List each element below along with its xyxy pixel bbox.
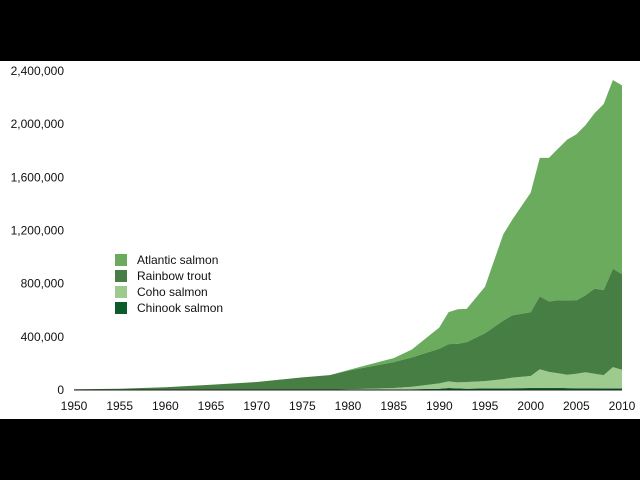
- x-tick-label: 1985: [380, 399, 407, 413]
- y-tick-label: 400,000: [21, 330, 65, 344]
- x-tick-label: 2005: [563, 399, 590, 413]
- area-series-group: [74, 80, 622, 390]
- x-tick-label: 2010: [609, 399, 636, 413]
- x-tick-label: 1990: [426, 399, 453, 413]
- area-series-atlantic-salmon: [74, 80, 622, 390]
- y-tick-labels: 0 400,000 800,000 1,200,000 1,600,000 2,000,0…: [11, 64, 65, 397]
- x-tick-label: 1950: [61, 399, 88, 413]
- legend-swatch-chinook-salmon: [115, 302, 127, 314]
- legend-label-chinook-salmon: Chinook salmon: [137, 301, 223, 315]
- y-tick-label: 2,400,000: [11, 64, 65, 78]
- x-tick-labels: 1950 1955 1960 1965 1970 1975 1980 1985 1990 1995…: [61, 399, 636, 413]
- x-tick-label: 1965: [198, 399, 225, 413]
- y-tick-label: 1,200,000: [11, 224, 65, 238]
- y-tick-label: 2,000,000: [11, 117, 65, 131]
- area-series-coho-salmon: [74, 367, 622, 390]
- legend-label-coho-salmon: Coho salmon: [137, 285, 208, 299]
- x-tick-label: 1980: [335, 399, 362, 413]
- y-tick-label: 0: [57, 383, 64, 397]
- legend-swatch-rainbow-trout: [115, 270, 127, 282]
- x-tick-label: 1975: [289, 399, 316, 413]
- area-series-chinook-salmon: [74, 387, 622, 390]
- y-tick-label: 800,000: [21, 277, 65, 291]
- y-tick-label: 1,600,000: [11, 170, 65, 184]
- legend: Atlantic salmon Rainbow trout Coho salmon C…: [115, 253, 223, 315]
- x-tick-label: 1955: [106, 399, 133, 413]
- x-tick-label: 1970: [243, 399, 270, 413]
- legend-swatch-coho-salmon: [115, 286, 127, 298]
- x-tick-label: 1960: [152, 399, 179, 413]
- x-tick-label: 1995: [472, 399, 499, 413]
- x-tick-label: 2000: [517, 399, 544, 413]
- legend-swatch-atlantic-salmon: [115, 254, 127, 266]
- legend-label-rainbow-trout: Rainbow trout: [137, 269, 212, 283]
- area-series-rainbow-trout: [74, 268, 622, 390]
- legend-label-atlantic-salmon: Atlantic salmon: [137, 253, 218, 267]
